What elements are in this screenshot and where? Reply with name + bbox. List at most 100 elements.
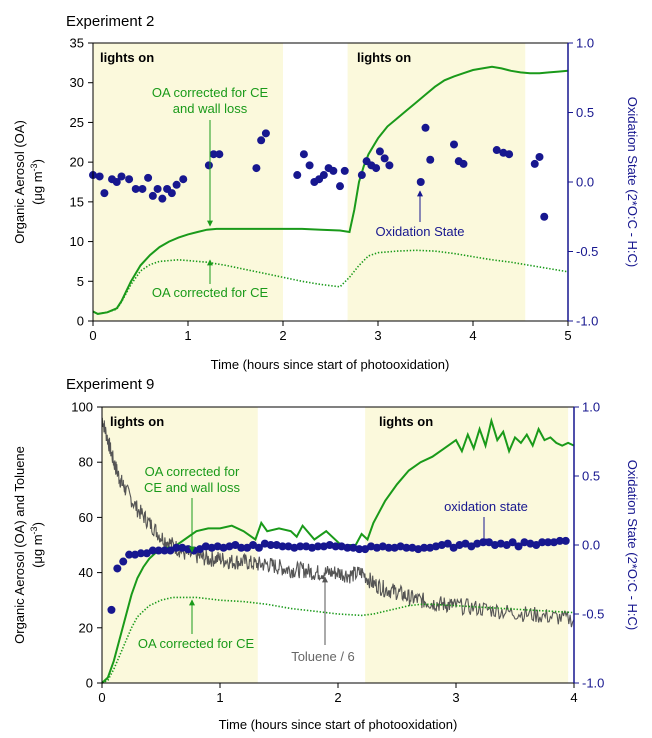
y2-tick-label: -0.5 — [576, 244, 598, 259]
oxidation-state-point — [357, 171, 366, 180]
y-axis-ticks: 0 20 40 60 80 100 — [71, 400, 102, 691]
y-tick-label: 20 — [70, 155, 84, 170]
oxidation-state-point — [266, 541, 275, 549]
chart-experiment-9: Experiment 9 0 1 2 3 4 0 20 40 60 80 100 -1.0 -0.5… — [12, 376, 640, 732]
annotation-oa-wall-line2: CE and wall loss — [144, 480, 241, 495]
oxidation-state-point — [144, 173, 153, 182]
oxidation-state-point — [117, 172, 126, 181]
oxidation-state-point — [131, 184, 140, 193]
y-tick-label: 30 — [70, 75, 84, 90]
oxidation-state-point — [385, 161, 394, 170]
y2-tick-label: 0.0 — [582, 538, 600, 553]
x-axis-ticks: 0 1 2 3 4 5 — [89, 321, 572, 343]
y-tick-label: 10 — [70, 234, 84, 249]
oxidation-state-point — [426, 155, 435, 164]
y2-tick-label: -0.5 — [582, 607, 604, 622]
oxidation-state-point — [204, 161, 213, 170]
x-tick-label: 0 — [98, 690, 105, 705]
oxidation-state-point — [153, 184, 162, 193]
x-tick-label: 4 — [469, 328, 476, 343]
oxidation-state-point — [331, 542, 340, 551]
oxidation-state-point — [313, 542, 322, 551]
oxidation-state-point — [530, 159, 539, 168]
oxidation-state-point — [299, 150, 308, 159]
y2-tick-label: 0.0 — [576, 175, 594, 190]
oxidation-state-point — [237, 543, 246, 552]
oxidation-state-point — [172, 180, 181, 189]
annotation-oa-ce: OA corrected for CE — [152, 285, 269, 300]
oxidation-state-point — [107, 605, 116, 614]
lights-on-label: lights on — [100, 50, 154, 65]
series-line-toluene — [101, 417, 575, 628]
series-markers-oxidation-state — [107, 536, 570, 614]
y-tick-label: 60 — [79, 510, 93, 525]
oxidation-state-point — [384, 543, 393, 552]
y-tick-label: 25 — [70, 115, 84, 130]
x-tick-label: 1 — [184, 328, 191, 343]
y2-axis-ticks: -1.0 -0.5 0.0 0.5 1.0 — [574, 400, 604, 691]
y2-tick-label: 1.0 — [576, 36, 594, 51]
oxidation-state-point — [215, 150, 224, 159]
x-tick-label: 1 — [216, 690, 223, 705]
series-line-oa-wall-corrected — [92, 65, 569, 315]
oxidation-state-point — [209, 150, 218, 159]
y-tick-label: 5 — [77, 274, 84, 289]
oxidation-state-point — [158, 194, 167, 203]
series-line-oa-ce-corrected — [101, 596, 575, 684]
annotation-oa-ce: OA corrected for CE — [138, 636, 255, 651]
oxidation-state-point — [561, 536, 570, 545]
oxidation-state-point — [459, 159, 468, 168]
oxidation-state-point — [508, 538, 517, 547]
y2-tick-label: 0.5 — [582, 469, 600, 484]
y2-axis-ticks: -1.0 -0.5 0.0 0.5 1.0 — [568, 36, 598, 329]
oxidation-state-point — [540, 212, 549, 221]
lights-on-label: lights on — [379, 414, 433, 429]
oxidation-state-point — [125, 550, 134, 559]
y2-axis-label: Oxidation State (2*O:C - H:C) — [625, 97, 640, 268]
lights-on-label: lights on — [357, 50, 411, 65]
lights-on-region — [347, 43, 526, 321]
oxidation-state-point — [492, 146, 501, 155]
oxidation-state-point — [119, 557, 128, 566]
annotation-oxidation-state: oxidation state — [444, 499, 528, 514]
y2-axis-label: Oxidation State (2*O:C - H:C) — [625, 460, 640, 631]
y-tick-label: 80 — [79, 455, 93, 470]
oxidation-state-point — [136, 549, 145, 558]
y-tick-label: 20 — [79, 620, 93, 635]
x-tick-label: 3 — [374, 328, 381, 343]
series-markers-oxidation-state — [89, 123, 549, 221]
x-axis-label: Time (hours since start of photooxidatio… — [219, 717, 458, 732]
x-axis-ticks: 0 1 2 3 4 — [98, 683, 578, 705]
oxidation-state-point — [450, 140, 458, 149]
oxidation-state-point — [538, 538, 547, 547]
oxidation-state-point — [95, 172, 104, 181]
oxidation-state-point — [544, 538, 553, 547]
oxidation-state-point — [443, 539, 452, 548]
oxidation-state-point — [100, 189, 109, 198]
oxidation-state-point — [138, 184, 147, 193]
y-tick-label: 0 — [77, 314, 84, 329]
lights-on-region — [93, 43, 283, 321]
chart-title: Experiment 9 — [66, 376, 154, 393]
y-axis-label: Organic Aerosol (OA) — [12, 120, 27, 244]
oxidation-state-point — [329, 166, 338, 175]
oxidation-state-point — [160, 546, 169, 555]
x-tick-label: 4 — [570, 690, 577, 705]
y2-tick-label: -1.0 — [576, 314, 598, 329]
x-tick-label: 3 — [452, 690, 459, 705]
oxidation-state-point — [125, 175, 134, 184]
x-tick-label: 5 — [564, 328, 571, 343]
oxidation-state-point — [179, 175, 188, 184]
y2-tick-label: 1.0 — [582, 400, 600, 415]
y-tick-label: 35 — [70, 36, 84, 51]
y-axis-units: (μg m-3) — [29, 159, 45, 205]
oxidation-state-point — [254, 543, 263, 552]
oxidation-state-point — [257, 136, 266, 145]
annotation-oxidation-state: Oxidation State — [376, 224, 465, 239]
oxidation-state-point — [355, 545, 364, 554]
series-line-oa-ce-corrected — [92, 249, 569, 315]
y-tick-label: 100 — [71, 400, 93, 415]
oxidation-state-point — [252, 164, 261, 173]
